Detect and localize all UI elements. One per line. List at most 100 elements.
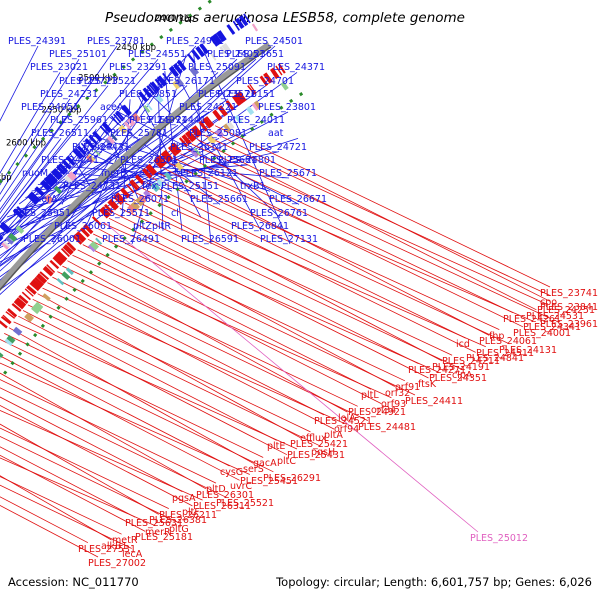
plus-strand-gene (48, 172, 59, 183)
plus-category-block (110, 133, 118, 142)
plus-strand-gene (170, 65, 179, 76)
minus-strand-gene (34, 276, 45, 287)
minus-strand-gene (91, 216, 102, 226)
plus-strand-gene (196, 46, 205, 57)
plus-gene-label: cl (171, 208, 179, 219)
minus-leader-line (77, 249, 382, 404)
plus-leader-line (0, 111, 289, 263)
plus-leader-line (0, 45, 276, 295)
minus-strand-gene (52, 256, 63, 266)
minus-leader-line (13, 321, 298, 450)
plus-gene-label: PLES_26001 (23, 234, 81, 245)
minus-gene-label: uvrC (230, 481, 253, 492)
minus-leader-line (0, 396, 183, 492)
minus-category-block (175, 161, 184, 172)
backbone-ring (0, 41, 271, 290)
plus-leader-line (25, 164, 151, 198)
minus-leader-line (0, 347, 230, 467)
minus-category-block (245, 106, 255, 116)
minus-gene-label: PLES_26381 (149, 515, 207, 526)
plus-category-block (123, 121, 132, 130)
plus-gene-label: PLES_26171 (157, 76, 215, 87)
plus-category-block (131, 113, 141, 123)
minus-strand-gene (213, 109, 223, 120)
minus-strand-gene (204, 117, 213, 127)
minus-gene-label: PLES_24521 (314, 416, 372, 427)
plus-gene-label: PLES_25951 (13, 208, 71, 219)
minus-strand-gene (269, 68, 279, 80)
minus-category-block (234, 115, 243, 124)
plus-strand-gene (199, 43, 209, 55)
minus-strand-gene (249, 83, 257, 94)
plus-leader-line (82, 140, 192, 192)
plus-strand-gene (99, 125, 109, 135)
minus-gene-label: pltA (324, 430, 343, 441)
minus-leader-line (0, 379, 217, 484)
plus-strand-gene (176, 60, 187, 72)
minus-strand-gene (0, 315, 11, 325)
plus-gene-label: PLES_25661 (190, 194, 248, 205)
plus-gene-label: PLES_24391 (8, 36, 66, 47)
genome-summary-text: Topology: circular; Length: 6,601,757 bp… (275, 575, 592, 589)
minus-leader-line (130, 197, 443, 362)
plus-category-block (251, 23, 259, 32)
minus-gene-label: PLES_27002 (88, 558, 146, 569)
minus-strand-gene (0, 320, 8, 329)
minus-leader-line (146, 182, 466, 339)
minus-gene-label: PLES_23741 (540, 288, 598, 299)
minus-strand-gene (167, 146, 177, 157)
plus-category-block (221, 42, 231, 53)
backbone-outline (0, 46, 272, 292)
plus-gene-label: PLES_23291 (109, 62, 167, 73)
minus-strand-gene (113, 195, 123, 205)
plus-gene-label: PLES_26761 (250, 208, 308, 219)
minus-category-block (89, 241, 100, 251)
plus-category-block (126, 117, 136, 127)
minus-leader-line (119, 207, 463, 370)
plus-strand-gene (232, 20, 240, 31)
plus-strand-gene (138, 91, 148, 102)
minus-leader-line (214, 125, 551, 288)
minus-leader-line (186, 148, 551, 319)
plus-category-block (67, 171, 77, 182)
minus-category-block (226, 120, 235, 130)
plus-gene-label: PLES_25681 (199, 155, 257, 166)
plus-leader-line (13, 151, 280, 211)
plus-strand-gene (16, 206, 26, 216)
plus-gene-label: PLES_24231 (40, 89, 98, 100)
minus-gene-label: lecA (122, 549, 143, 560)
plus-category-block (143, 104, 151, 113)
plus-gene-label: pltZ (133, 221, 152, 232)
plus-gene-label: PLES_24051 (207, 49, 265, 60)
minus-gene-label: pltF (182, 507, 200, 518)
minus-gene-label: orf93 (381, 399, 406, 410)
plus-leader-line (42, 104, 124, 218)
plus-gene-label: trxB1 (240, 181, 266, 192)
minus-strand-gene (18, 294, 29, 304)
minus-strand-gene (192, 125, 203, 137)
minus-gene-label: PLES_25631 (125, 518, 183, 529)
minus-leader-line (191, 143, 547, 305)
minus-category-block (56, 278, 65, 286)
plus-gene-label: PLES_25091 (188, 62, 246, 73)
minus-category-block (150, 182, 161, 193)
minus-leader-line (163, 167, 490, 336)
minus-gene-label: pgsA (172, 493, 196, 504)
minus-gene-label: pltD (206, 484, 226, 495)
minus-strand-gene (277, 63, 286, 74)
plus-gene-label: preR (91, 142, 114, 153)
minus-gene-label: icd (456, 339, 470, 350)
plus-gene-label: PLES_26071 (111, 194, 169, 205)
minus-strand-gene (219, 105, 228, 116)
plus-leader-line (192, 49, 212, 245)
minus-leader-line (0, 435, 180, 524)
plus-leader-line (116, 110, 300, 205)
plus-leader-line (0, 124, 160, 245)
plus-gene-label: PLES_27131 (260, 234, 318, 245)
minus-leader-line (0, 446, 136, 518)
plus-leader-line (0, 72, 61, 174)
plus-gene-label: PLES_26141 (170, 142, 228, 153)
minus-strand-gene (100, 206, 112, 217)
plus-leader-line (0, 45, 197, 265)
minus-strand-gene (163, 149, 173, 160)
